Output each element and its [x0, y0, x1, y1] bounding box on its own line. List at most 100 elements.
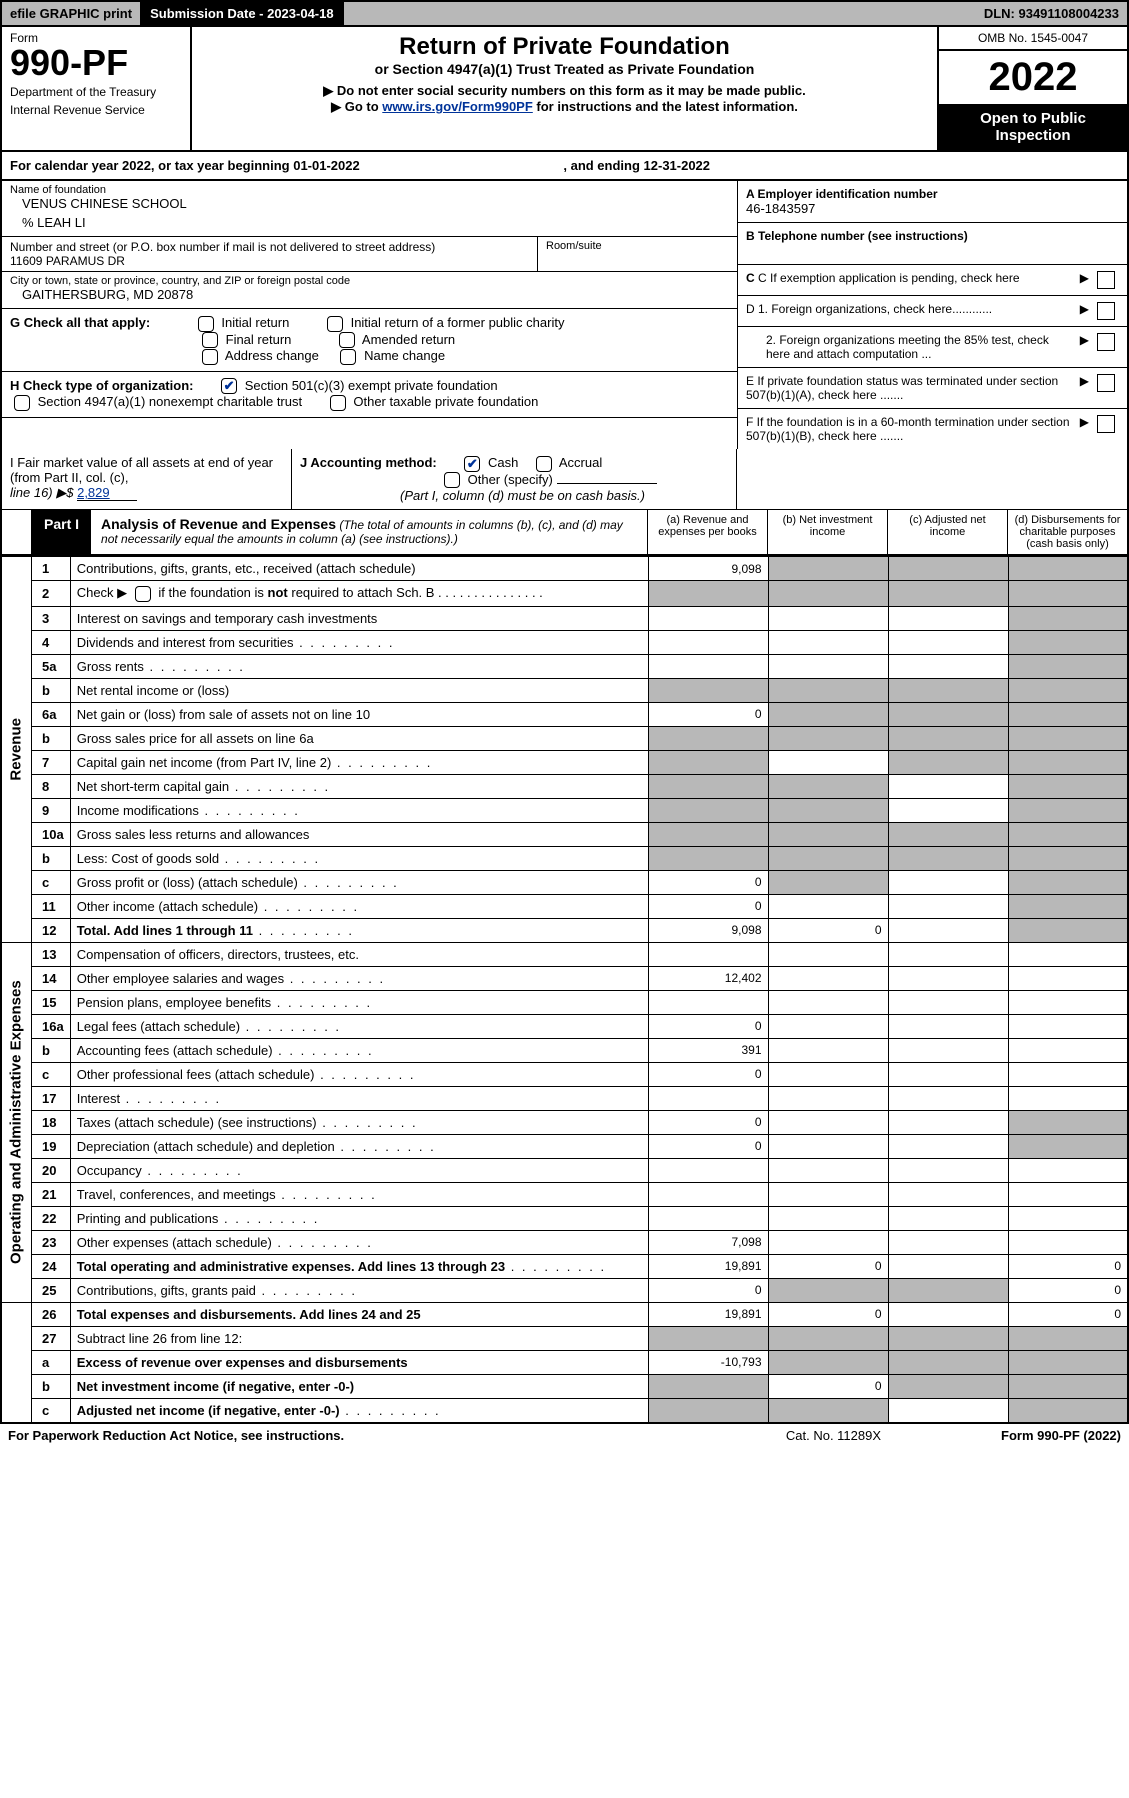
expenses-sidelabel: Operating and Administrative Expenses	[1, 942, 32, 1302]
table-row: aExcess of revenue over expenses and dis…	[1, 1350, 1128, 1374]
open-to-public: Open to Public Inspection	[939, 104, 1127, 150]
table-row: 6aNet gain or (loss) from sale of assets…	[1, 702, 1128, 726]
form-header: Form 990-PF Department of the Treasury I…	[0, 27, 1129, 152]
header-left: Form 990-PF Department of the Treasury I…	[2, 27, 192, 150]
h-check-row: H Check type of organization: ✔ Section …	[2, 372, 737, 418]
form-title: Return of Private Foundation	[198, 33, 931, 61]
checkbox-schB[interactable]	[135, 586, 151, 602]
checkbox-d1[interactable]	[1097, 302, 1115, 320]
table-row: 11Other income (attach schedule)0	[1, 894, 1128, 918]
table-row: 14Other employee salaries and wages12,40…	[1, 966, 1128, 990]
table-row: cOther professional fees (attach schedul…	[1, 1062, 1128, 1086]
checkbox-e[interactable]	[1097, 374, 1115, 392]
dept-irs: Internal Revenue Service	[10, 103, 182, 117]
revenue-expense-table: Revenue 1Contributions, gifts, grants, e…	[0, 556, 1129, 1424]
form-number: 990-PF	[10, 45, 182, 81]
ssn-note: ▶ Do not enter social security numbers o…	[198, 83, 931, 99]
i-j-row: I Fair market value of all assets at end…	[0, 449, 1129, 510]
table-row: 21Travel, conferences, and meetings	[1, 1182, 1128, 1206]
omb-number: OMB No. 1545-0047	[939, 27, 1127, 51]
d2-foreign85: 2. Foreign organizations meeting the 85%…	[738, 327, 1127, 368]
i-fmv: I Fair market value of all assets at end…	[2, 449, 292, 509]
table-row: 2Check ▶ if the foundation is not requir…	[1, 581, 1128, 607]
table-row: 26Total expenses and disbursements. Add …	[1, 1302, 1128, 1326]
table-row: bLess: Cost of goods sold	[1, 846, 1128, 870]
form-subtitle: or Section 4947(a)(1) Trust Treated as P…	[198, 61, 931, 77]
checkbox-name-change[interactable]	[340, 349, 356, 365]
telephone-field: B Telephone number (see instructions)	[738, 223, 1127, 265]
e-terminated: E If private foundation status was termi…	[738, 368, 1127, 409]
table-row: 8Net short-term capital gain	[1, 774, 1128, 798]
cat-number: Cat. No. 11289X	[786, 1428, 881, 1443]
checkbox-c[interactable]	[1097, 271, 1115, 289]
address-row: Number and street (or P.O. box number if…	[2, 237, 737, 272]
col-a-header: (a) Revenue and expenses per books	[647, 510, 767, 554]
checkbox-cash[interactable]: ✔	[464, 456, 480, 472]
dln: DLN: 93491108004233	[976, 2, 1127, 25]
table-row: cGross profit or (loss) (attach schedule…	[1, 870, 1128, 894]
table-row: 23Other expenses (attach schedule)7,098	[1, 1230, 1128, 1254]
table-row: Operating and Administrative Expenses 13…	[1, 942, 1128, 966]
checkbox-other-tax[interactable]	[330, 395, 346, 411]
table-row: 19Depreciation (attach schedule) and dep…	[1, 1134, 1128, 1158]
form-number-footer: Form 990-PF (2022)	[1001, 1428, 1121, 1443]
table-row: 27Subtract line 26 from line 12:	[1, 1326, 1128, 1350]
d1-foreign: D 1. Foreign organizations, check here..…	[738, 296, 1127, 327]
table-row: 25Contributions, gifts, grants paid00	[1, 1278, 1128, 1302]
goto-note: ▶ Go to www.irs.gov/Form990PF for instru…	[198, 99, 931, 115]
checkbox-501c3[interactable]: ✔	[221, 378, 237, 394]
table-row: 4Dividends and interest from securities	[1, 630, 1128, 654]
checkbox-final[interactable]	[202, 332, 218, 348]
submission-date: Submission Date - 2023-04-18	[140, 2, 344, 25]
col-b-header: (b) Net investment income	[767, 510, 887, 554]
tax-year: 2022	[939, 51, 1127, 104]
col-d-header: (d) Disbursements for charitable purpose…	[1007, 510, 1127, 554]
checkbox-other-acct[interactable]	[444, 472, 460, 488]
paperwork-notice: For Paperwork Reduction Act Notice, see …	[8, 1428, 344, 1443]
checkbox-addr-change[interactable]	[202, 349, 218, 365]
part-i-header: Part I Analysis of Revenue and Expenses …	[0, 510, 1129, 556]
checkbox-4947[interactable]	[14, 395, 30, 411]
revenue-sidelabel: Revenue	[1, 557, 32, 943]
table-row: bNet investment income (if negative, ent…	[1, 1374, 1128, 1398]
table-row: 24Total operating and administrative exp…	[1, 1254, 1128, 1278]
checkbox-accrual[interactable]	[536, 456, 552, 472]
checkbox-initial-former[interactable]	[327, 316, 343, 332]
ein-field: A Employer identification number 46-1843…	[738, 181, 1127, 223]
efile-print[interactable]: efile GRAPHIC print	[2, 2, 140, 25]
irs-link[interactable]: www.irs.gov/Form990PF	[382, 99, 533, 114]
checkbox-d2[interactable]	[1097, 333, 1115, 351]
table-row: bAccounting fees (attach schedule)391	[1, 1038, 1128, 1062]
room-suite: Room/suite	[537, 237, 737, 271]
table-row: bNet rental income or (loss)	[1, 678, 1128, 702]
calendar-year: For calendar year 2022, or tax year begi…	[0, 152, 1129, 181]
table-row: 9Income modifications	[1, 798, 1128, 822]
table-row: 22Printing and publications	[1, 1206, 1128, 1230]
table-row: Revenue 1Contributions, gifts, grants, e…	[1, 557, 1128, 581]
table-row: 16aLegal fees (attach schedule)0	[1, 1014, 1128, 1038]
fmv-link[interactable]: 2,829	[77, 485, 137, 501]
table-row: cAdjusted net income (if negative, enter…	[1, 1398, 1128, 1423]
table-row: 18Taxes (attach schedule) (see instructi…	[1, 1110, 1128, 1134]
table-row: 10aGross sales less returns and allowanc…	[1, 822, 1128, 846]
entity-info: Name of foundation VENUS CHINESE SCHOOL …	[0, 181, 1129, 449]
header-right: OMB No. 1545-0047 2022 Open to Public In…	[937, 27, 1127, 150]
table-row: 12Total. Add lines 1 through 119,0980	[1, 918, 1128, 942]
part-i-label: Part I	[32, 510, 91, 554]
c-exemption: C C If exemption application is pending,…	[738, 265, 1127, 296]
table-row: 7Capital gain net income (from Part IV, …	[1, 750, 1128, 774]
checkbox-amended[interactable]	[339, 332, 355, 348]
header-title-block: Return of Private Foundation or Section …	[192, 27, 937, 150]
j-accounting: J Accounting method: ✔ Cash Accrual Othe…	[292, 449, 737, 509]
dept-treasury: Department of the Treasury	[10, 85, 182, 99]
foundation-name-field: Name of foundation VENUS CHINESE SCHOOL …	[2, 181, 737, 237]
checkbox-initial[interactable]	[198, 316, 214, 332]
checkbox-f[interactable]	[1097, 415, 1115, 433]
table-row: bGross sales price for all assets on lin…	[1, 726, 1128, 750]
footer: For Paperwork Reduction Act Notice, see …	[0, 1424, 1129, 1447]
table-row: 5aGross rents	[1, 654, 1128, 678]
table-row: 17Interest	[1, 1086, 1128, 1110]
g-check-row: G Check all that apply: Initial return I…	[2, 309, 737, 372]
table-row: 20Occupancy	[1, 1158, 1128, 1182]
city-field: City or town, state or province, country…	[2, 272, 737, 309]
